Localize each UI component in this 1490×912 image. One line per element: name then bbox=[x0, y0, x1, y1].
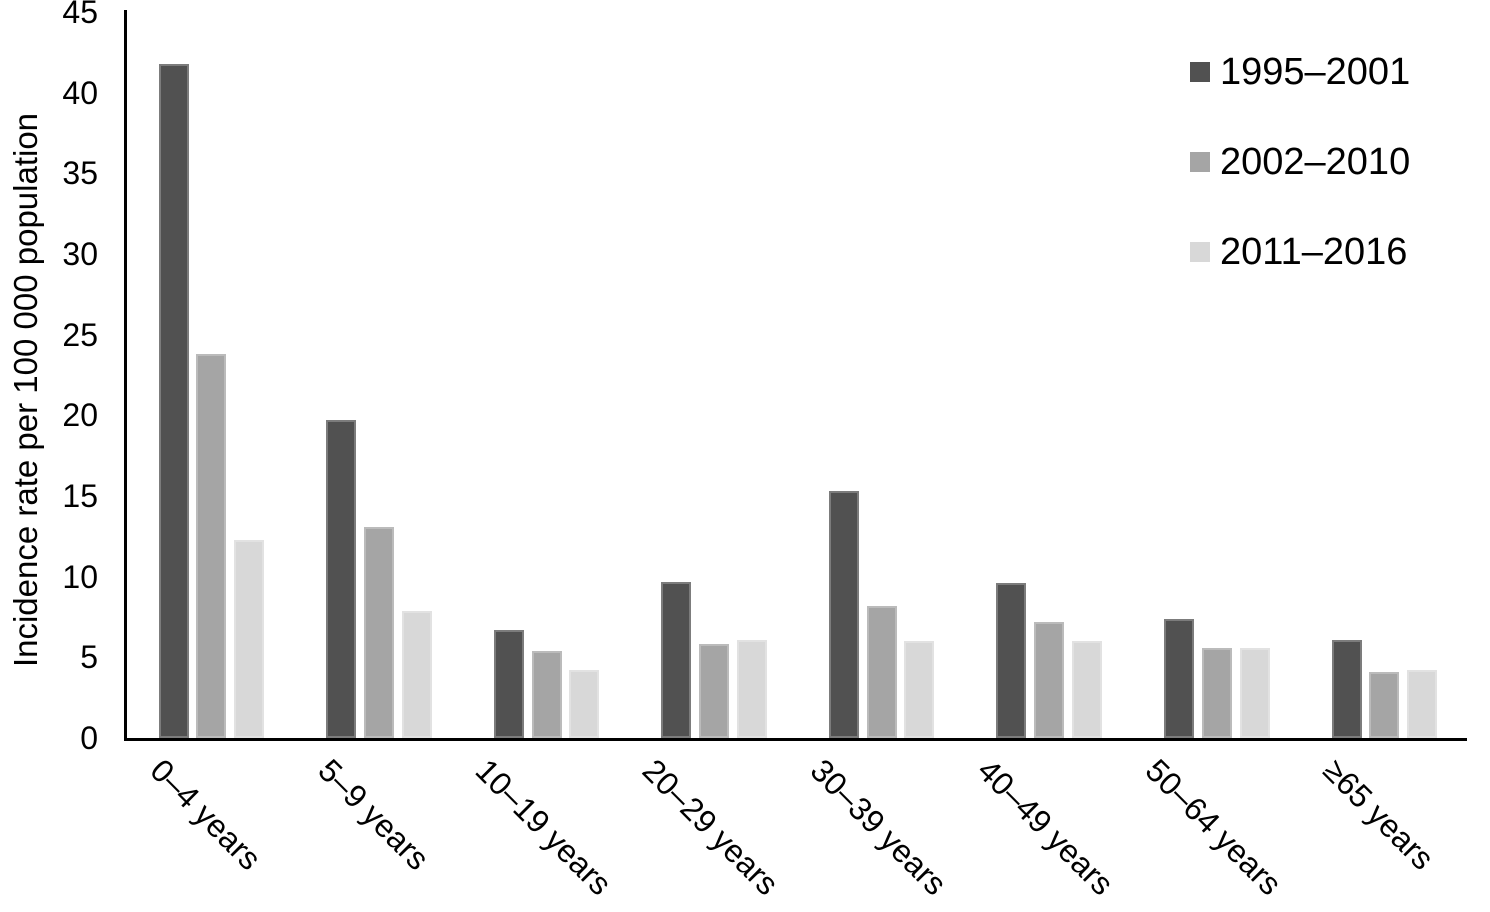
legend-entry-1995–2001: 1995–2001 bbox=[1190, 50, 1410, 94]
x-axis-line bbox=[124, 738, 1467, 741]
x-axis-label: 50–64 years bbox=[1138, 752, 1289, 902]
bar-1995–2001-20–29 years bbox=[661, 581, 692, 738]
bar-2002–2010-30–39 years bbox=[866, 605, 897, 738]
bar-2011–2016-40–49 years bbox=[1072, 641, 1103, 738]
bar-2011–2016-10–19 years bbox=[569, 670, 600, 738]
y-tick-label-10: 10 bbox=[62, 558, 98, 595]
legend-label: 2011–2016 bbox=[1220, 231, 1408, 273]
y-tick-label-45: 45 bbox=[62, 0, 98, 31]
x-axis-label: ≥65 years bbox=[1316, 752, 1442, 877]
x-axis-label: 5–9 years bbox=[311, 752, 437, 877]
x-axis-label: 30–39 years bbox=[803, 752, 954, 902]
legend: 1995–2001 2002–2010 2011–2016 bbox=[1190, 50, 1410, 320]
y-tick-label-0: 0 bbox=[80, 720, 98, 756]
bar-1995–2001-5–9 years bbox=[326, 420, 357, 738]
legend-entry-2002–2010: 2002–2010 bbox=[1190, 140, 1410, 184]
bar-2002–2010-0–4 years bbox=[196, 354, 227, 738]
bar-1995–2001-≥65 years bbox=[1331, 639, 1362, 738]
bar-2011–2016-≥65 years bbox=[1407, 670, 1438, 738]
y-tick-label-20: 20 bbox=[62, 397, 98, 434]
bar-2002–2010-20–29 years bbox=[699, 644, 730, 738]
legend-entry-2011–2016: 2011–2016 bbox=[1190, 230, 1410, 274]
bar-1995–2001-30–39 years bbox=[828, 491, 859, 738]
y-tick-label-30: 30 bbox=[62, 236, 98, 273]
x-axis-label: 20–29 years bbox=[635, 752, 786, 902]
bar-1995–2001-40–49 years bbox=[996, 583, 1027, 738]
bar-2002–2010-10–19 years bbox=[531, 650, 562, 738]
x-axis-label: 10–19 years bbox=[468, 752, 619, 902]
bar-2011–2016-30–39 years bbox=[904, 641, 935, 738]
y-axis-line bbox=[124, 10, 127, 741]
bar-2002–2010-≥65 years bbox=[1369, 671, 1400, 738]
bar-2011–2016-20–29 years bbox=[736, 639, 767, 738]
bar-2002–2010-5–9 years bbox=[363, 526, 394, 738]
bar-2011–2016-5–9 years bbox=[401, 610, 432, 738]
legend-swatch-icon bbox=[1190, 62, 1210, 82]
bar-1995–2001-50–64 years bbox=[1164, 618, 1195, 738]
x-axis-label: 0–4 years bbox=[143, 752, 269, 877]
legend-label: 1995–2001 bbox=[1220, 51, 1411, 93]
bar-2002–2010-40–49 years bbox=[1034, 621, 1065, 738]
x-axis-label: 40–49 years bbox=[970, 752, 1121, 902]
bar-2011–2016-0–4 years bbox=[234, 539, 265, 738]
legend-label: 2002–2010 bbox=[1220, 141, 1411, 183]
legend-swatch-icon bbox=[1190, 242, 1210, 262]
y-tick-label-40: 40 bbox=[62, 74, 98, 111]
y-tick-label-15: 15 bbox=[62, 478, 98, 515]
y-tick-label-25: 25 bbox=[62, 316, 98, 353]
bar-1995–2001-0–4 years bbox=[158, 63, 189, 738]
bar-2011–2016-50–64 years bbox=[1239, 647, 1270, 738]
legend-swatch-icon bbox=[1190, 152, 1210, 172]
bar-1995–2001-10–19 years bbox=[493, 629, 524, 738]
y-tick-label-35: 35 bbox=[62, 155, 98, 192]
bar-2002–2010-50–64 years bbox=[1201, 647, 1232, 738]
y-tick-label-5: 5 bbox=[80, 639, 98, 676]
